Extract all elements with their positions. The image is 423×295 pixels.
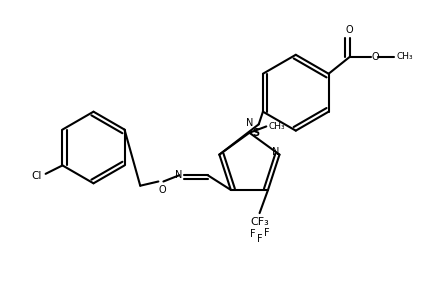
Text: Cl: Cl bbox=[31, 171, 41, 181]
Text: CH₃: CH₃ bbox=[396, 53, 413, 61]
Text: F: F bbox=[264, 228, 270, 238]
Text: F: F bbox=[257, 234, 262, 244]
Text: O: O bbox=[372, 52, 379, 62]
Text: O: O bbox=[346, 24, 354, 35]
Text: CF₃: CF₃ bbox=[250, 217, 269, 227]
Text: S: S bbox=[252, 128, 259, 138]
Text: N: N bbox=[175, 170, 182, 180]
Text: CH₃: CH₃ bbox=[268, 122, 285, 131]
Text: F: F bbox=[250, 229, 256, 239]
Text: N: N bbox=[272, 148, 280, 158]
Text: O: O bbox=[159, 185, 166, 195]
Text: N: N bbox=[246, 118, 253, 128]
